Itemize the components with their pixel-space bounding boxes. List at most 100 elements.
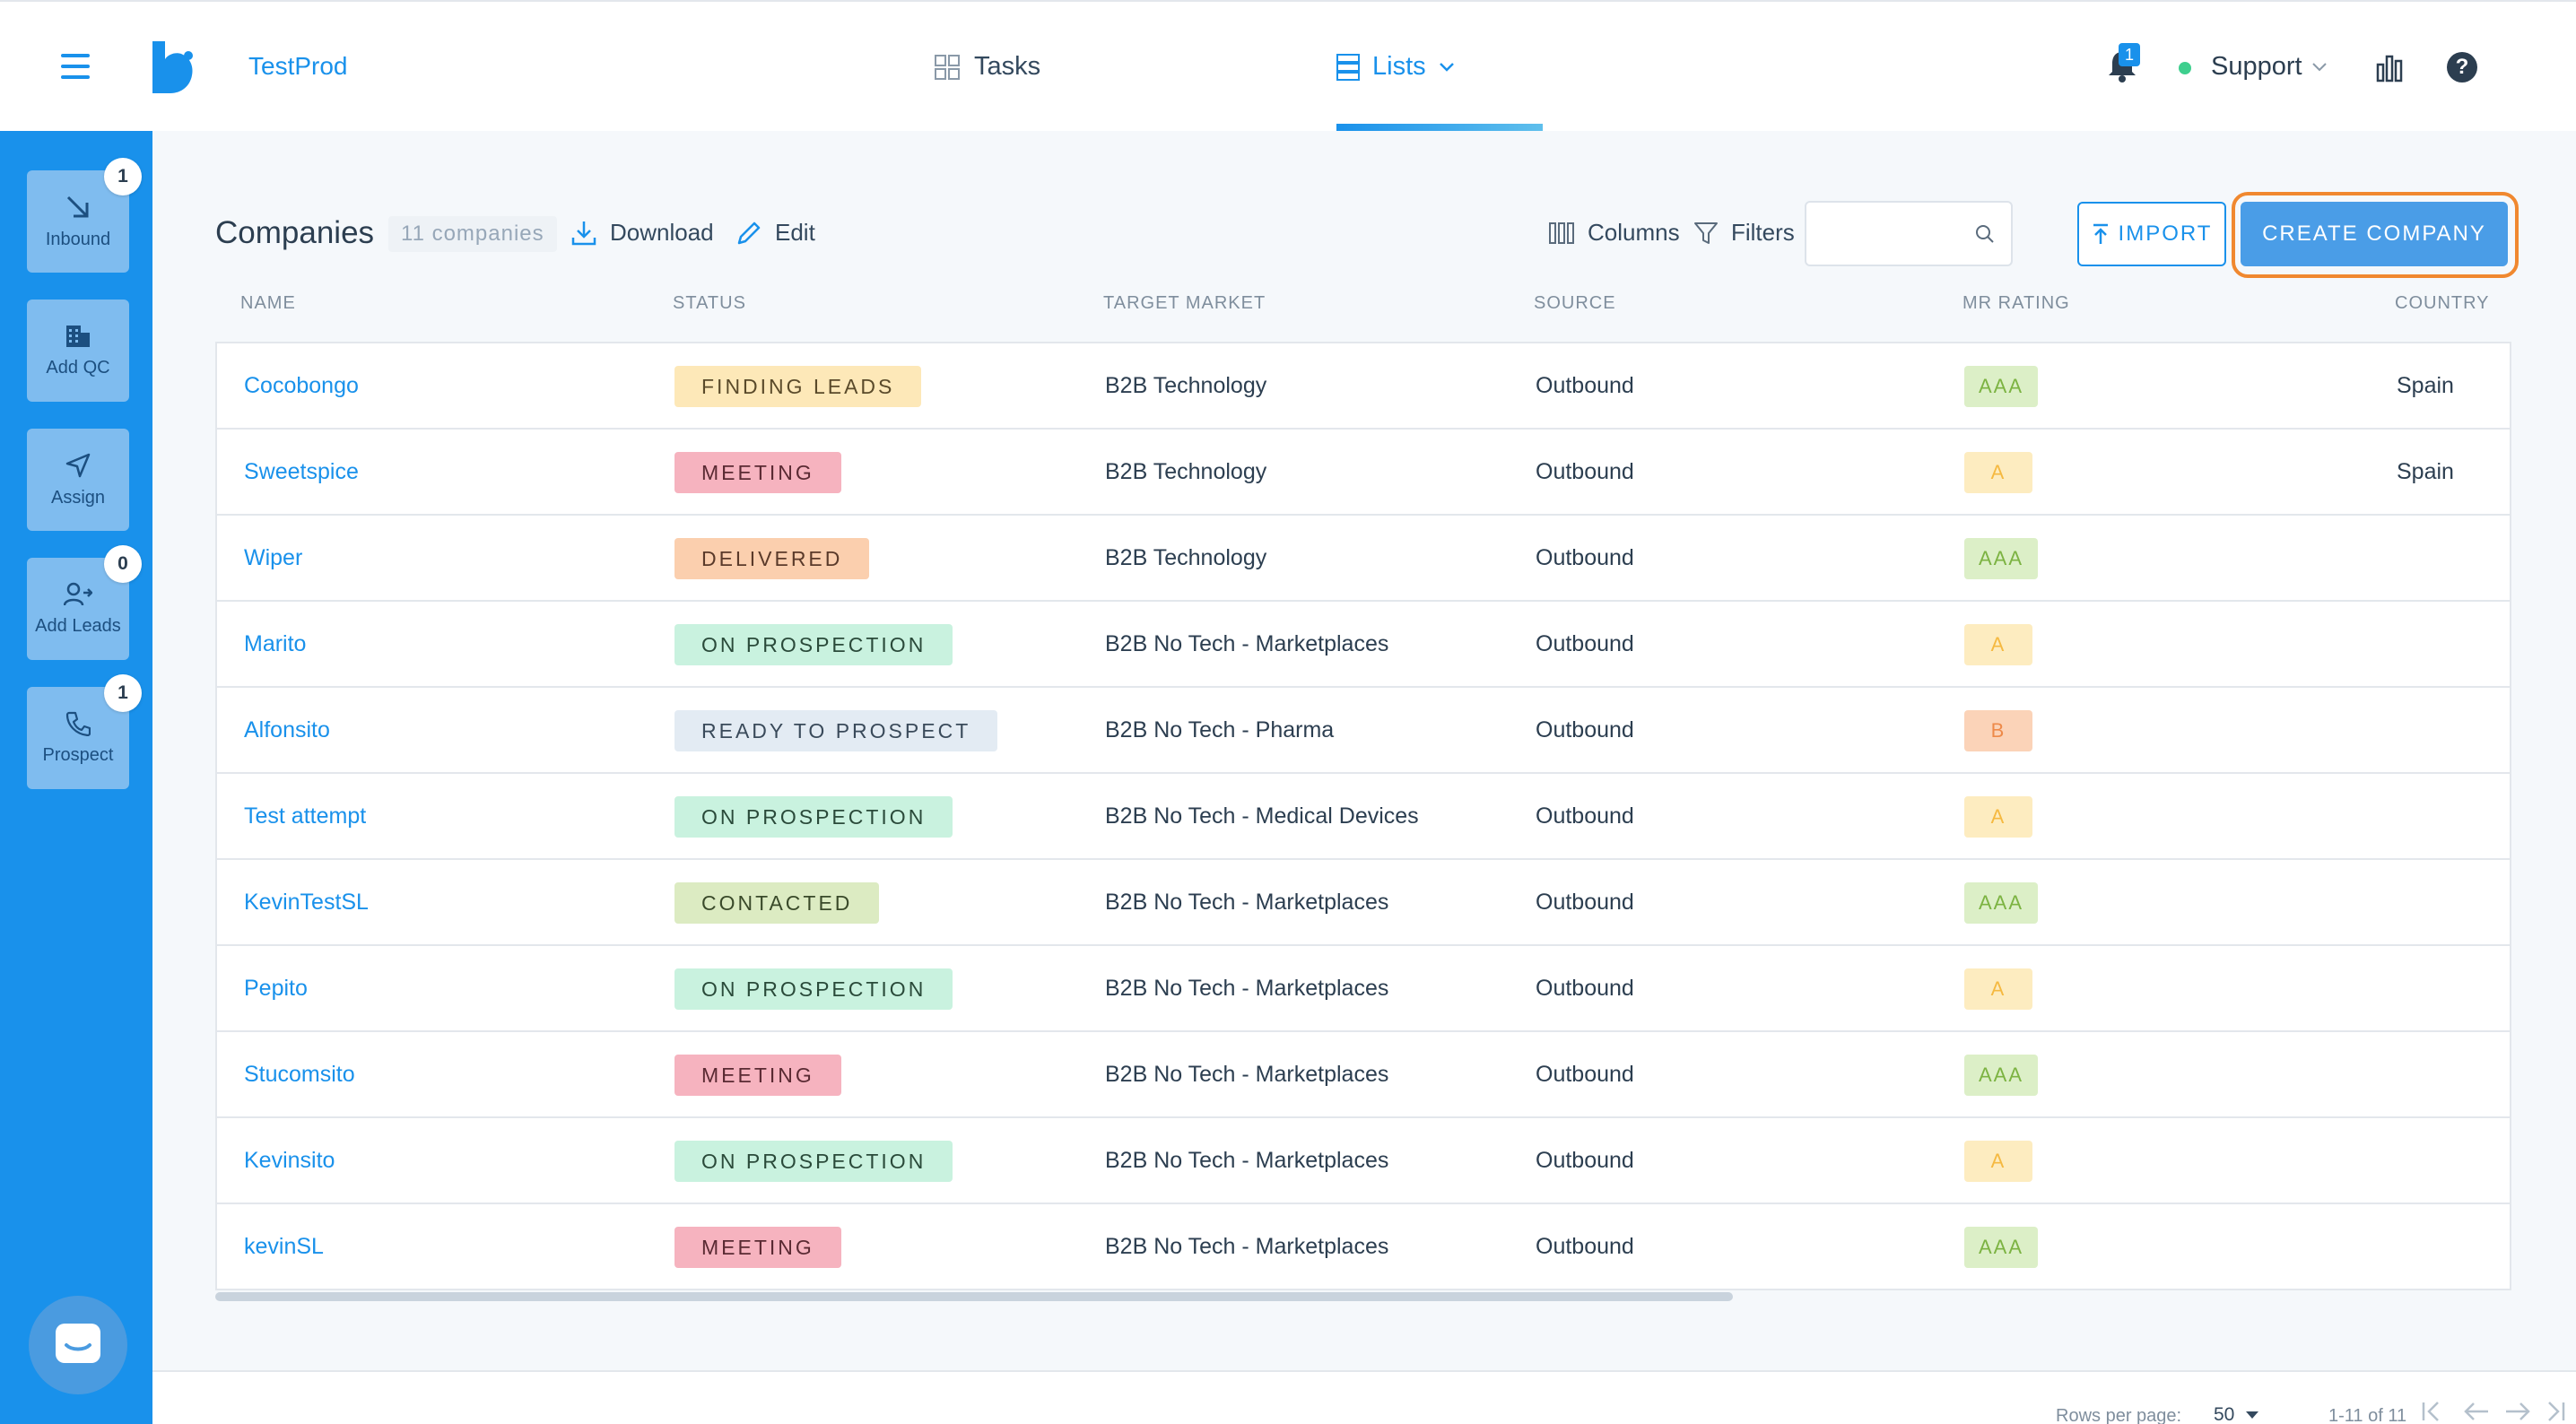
target-market-cell: B2B Technology xyxy=(1105,545,1267,570)
download-button[interactable]: Download xyxy=(570,219,714,247)
sidebar-item-prospect[interactable]: Prospect 1 xyxy=(27,674,142,789)
status-badge: CONTACTED xyxy=(674,882,880,925)
create-company-button[interactable]: CREATE COMPANY xyxy=(2241,202,2508,266)
sidebar-item-assign[interactable]: Assign xyxy=(27,429,129,531)
table-row[interactable]: KevinTestSL CONTACTED B2B No Tech - Market… xyxy=(217,860,2510,946)
country-cell: Spain xyxy=(2397,373,2454,398)
company-name-link[interactable]: KevinTestSL xyxy=(244,890,369,915)
table-row[interactable]: Kevinsito ON PROSPECTION B2B No Tech - Mar… xyxy=(217,1118,2510,1204)
filters-button[interactable]: Filters xyxy=(1693,219,1795,247)
column-header-mr-rating[interactable]: MR RATING xyxy=(1962,293,2070,313)
columns-button[interactable]: Columns xyxy=(1548,219,1680,247)
filter-icon xyxy=(1694,221,1718,244)
next-page-icon[interactable] xyxy=(2504,1401,2531,1422)
source-cell: Outbound xyxy=(1536,890,1634,915)
company-name-link[interactable]: kevinSL xyxy=(244,1234,324,1259)
source-cell: Outbound xyxy=(1536,1234,1634,1259)
rating-badge: A xyxy=(1964,968,2032,1011)
paper-plane-icon xyxy=(65,453,91,477)
source-cell: Outbound xyxy=(1536,545,1634,570)
table-row[interactable]: Pepito ON PROSPECTION B2B No Tech - Market… xyxy=(217,946,2510,1032)
columns-icon xyxy=(1549,221,1574,244)
column-header-target-market[interactable]: TARGET MARKET xyxy=(1103,293,1266,313)
sidebar-item-add-leads[interactable]: Add Leads 0 xyxy=(27,545,142,660)
bar-chart-icon[interactable] xyxy=(2375,54,2404,82)
status-cell: CONTACTED xyxy=(674,860,880,944)
table-row[interactable]: kevinSL MEETING B2B No Tech - Marketplaces… xyxy=(217,1204,2510,1290)
sidebar: Inbound 1 Add QC Assign Add Leads 0 xyxy=(0,131,152,1424)
horizontal-scrollbar[interactable] xyxy=(215,1292,1733,1301)
sidebar-item-inbound[interactable]: Inbound 1 xyxy=(27,158,142,273)
target-market-cell: B2B No Tech - Pharma xyxy=(1105,717,1335,742)
rating-badge: AAA xyxy=(1964,1055,2039,1097)
target-market-cell: B2B No Tech - Marketplaces xyxy=(1105,976,1389,1001)
page-title: Companies xyxy=(215,215,375,250)
edit-button[interactable]: Edit xyxy=(735,219,815,247)
app-name-label: TestProd xyxy=(248,52,348,80)
search-field[interactable] xyxy=(1805,201,2013,266)
target-market-cell: B2B Technology xyxy=(1105,459,1267,484)
user-plus-icon xyxy=(64,582,92,605)
rating-cell: AAA xyxy=(1964,1032,2039,1116)
company-name-link[interactable]: Cocobongo xyxy=(244,373,359,398)
column-header-name[interactable]: NAME xyxy=(240,293,296,313)
company-name-link[interactable]: Kevinsito xyxy=(244,1148,335,1173)
sidebar-badge: 1 xyxy=(104,674,142,712)
sidebar-item-label: Inbound xyxy=(45,229,111,249)
target-market-cell: B2B No Tech - Marketplaces xyxy=(1105,1234,1389,1259)
company-name-link[interactable]: Sweetspice xyxy=(244,459,359,484)
active-nav-indicator xyxy=(1336,124,1543,131)
rating-cell: A xyxy=(1964,946,2032,1030)
table-row[interactable]: Stucomsito MEETING B2B No Tech - Marketpla… xyxy=(217,1032,2510,1118)
column-header-source[interactable]: SOURCE xyxy=(1534,293,1616,313)
company-name-link[interactable]: Test attempt xyxy=(244,803,367,829)
table-row[interactable]: Wiper DELIVERED B2B Technology Outbound AAA xyxy=(217,516,2510,602)
app-name[interactable]: TestProd xyxy=(248,52,348,81)
phone-icon xyxy=(65,711,91,736)
column-header-status[interactable]: STATUS xyxy=(673,293,746,313)
company-name-link[interactable]: Marito xyxy=(244,631,307,656)
search-input[interactable] xyxy=(1806,203,1968,265)
arrow-down-right-icon xyxy=(66,195,89,217)
company-name-link[interactable]: Pepito xyxy=(244,976,308,1001)
table-row[interactable]: Cocobongo FINDING LEADS B2B Technology Outb… xyxy=(217,343,2510,430)
company-name-link[interactable]: Wiper xyxy=(244,545,303,570)
table-row[interactable]: Sweetspice MEETING B2B Technology Outbound A… xyxy=(217,430,2510,516)
target-market-cell: B2B No Tech - Marketplaces xyxy=(1105,1062,1389,1087)
rows-per-page-label: Rows per page: xyxy=(2056,1406,2182,1424)
previous-page-icon[interactable] xyxy=(2463,1401,2490,1422)
table-row[interactable]: Test attempt ON PROSPECTION B2B No Tech - … xyxy=(217,774,2510,860)
account-menu[interactable]: Support xyxy=(2211,52,2328,82)
menu-icon[interactable] xyxy=(61,54,90,79)
rating-badge: B xyxy=(1964,710,2032,752)
nav-tasks[interactable]: Tasks xyxy=(935,52,1040,82)
table-row[interactable]: Marito ON PROSPECTION B2B No Tech - Market… xyxy=(217,602,2510,688)
company-name-link[interactable]: Stucomsito xyxy=(244,1062,355,1087)
company-name-link[interactable]: Alfonsito xyxy=(244,717,330,742)
import-button[interactable]: IMPORT xyxy=(2077,202,2226,266)
source-cell: Outbound xyxy=(1536,1062,1634,1087)
last-page-icon[interactable] xyxy=(2544,1401,2567,1422)
brand-logo xyxy=(152,41,193,93)
chevron-down-icon xyxy=(2311,62,2327,71)
sidebar-item-label: Prospect xyxy=(42,744,114,765)
rating-badge: AAA xyxy=(1964,1227,2039,1269)
sidebar-item-add-qc[interactable]: Add QC xyxy=(27,300,129,402)
status-badge: MEETING xyxy=(674,1227,841,1269)
notification-badge: 1 xyxy=(2119,43,2140,66)
table-row[interactable]: Alfonsito READY TO PROSPECT B2B No Tech - … xyxy=(217,688,2510,774)
status-cell: ON PROSPECTION xyxy=(674,946,953,1030)
nav-lists[interactable]: Lists xyxy=(1336,52,1455,82)
first-page-icon[interactable] xyxy=(2420,1401,2443,1422)
help-icon[interactable]: ? xyxy=(2447,52,2477,82)
chat-icon xyxy=(56,1324,100,1363)
target-market-cell: B2B No Tech - Marketplaces xyxy=(1105,890,1389,915)
status-cell: READY TO PROSPECT xyxy=(674,688,998,772)
rating-cell: A xyxy=(1964,774,2032,858)
status-cell: MEETING xyxy=(674,430,841,514)
rows-per-page-select[interactable]: 50 xyxy=(2214,1404,2259,1424)
target-market-cell: B2B No Tech - Marketplaces xyxy=(1105,631,1389,656)
column-header-country[interactable]: COUNTRY xyxy=(2395,293,2490,313)
chat-launcher[interactable] xyxy=(29,1296,127,1394)
source-cell: Outbound xyxy=(1536,976,1634,1001)
